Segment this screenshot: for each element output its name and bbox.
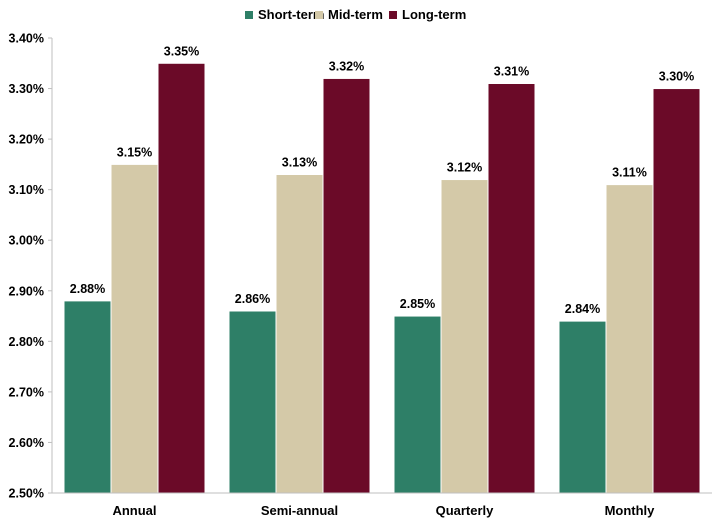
y-tick-label: 3.40% [9,32,44,46]
data-label: 2.86% [235,292,270,306]
data-label: 2.88% [70,282,105,296]
bars [63,62,701,494]
data-label: 3.15% [117,145,152,159]
legend-item-short-term: Short-term [245,7,324,22]
y-tick-label: 2.70% [9,385,44,399]
x-tick-label: Semi-annual [261,503,338,518]
bar-mid-term-monthly [605,184,654,494]
data-label: 3.30% [659,70,694,84]
data-label: 3.11% [612,166,647,180]
x-axis: Annual Semi-annual Quarterly Monthly [52,492,712,518]
bar-short-term-monthly [558,320,607,494]
y-tick-label: 2.50% [9,487,44,501]
bar-short-term-quarterly [393,315,442,494]
data-label: 3.13% [282,156,317,170]
y-tick-label: 2.90% [9,284,44,298]
legend-item-long-term: Long-term [389,7,466,22]
y-axis: 2.50% 2.60% 2.70% 2.80% 2.90% 3.00% 3.10% 3.20%… [9,32,53,501]
x-tick-label: Monthly [605,503,656,518]
bar-long-term-semi-annual [322,77,371,494]
bar-mid-term-annual [110,163,159,494]
legend: Short-term Mid-term Long-term [245,7,466,22]
data-label: 3.12% [447,161,482,175]
data-label: 2.84% [565,302,600,316]
legend-label: Short-term [258,7,324,22]
bar-short-term-annual [63,300,112,494]
bar-long-term-monthly [652,88,701,494]
legend-label: Mid-term [328,7,383,22]
x-tick-label: Annual [112,503,156,518]
bar-short-term-semi-annual [228,310,277,494]
legend-swatch [389,11,397,19]
legend-label: Long-term [402,7,466,22]
bar-long-term-quarterly [487,83,536,494]
x-tick-label: Quarterly [436,503,495,518]
data-label: 3.31% [494,65,529,79]
bar-mid-term-quarterly [440,179,489,494]
y-tick-label: 3.20% [9,133,44,147]
bar-long-term-annual [157,62,206,494]
y-tick-label: 2.80% [9,335,44,349]
data-label: 3.32% [329,59,364,73]
data-label: 2.85% [400,297,435,311]
data-labels: 2.88% 3.15% 3.35% 2.86% 3.13% 3.32% 2.85% 3.12%… [70,44,694,316]
y-tick-label: 3.00% [9,234,44,248]
y-tick-label: 3.30% [9,82,44,96]
bar-mid-term-semi-annual [275,174,324,494]
legend-swatch [245,11,253,19]
data-label: 3.35% [164,44,199,58]
y-tick-label: 3.10% [9,183,44,197]
y-tick-label: 2.60% [9,436,44,450]
legend-swatch [315,11,323,19]
legend-item-mid-term: Mid-term [315,7,383,22]
